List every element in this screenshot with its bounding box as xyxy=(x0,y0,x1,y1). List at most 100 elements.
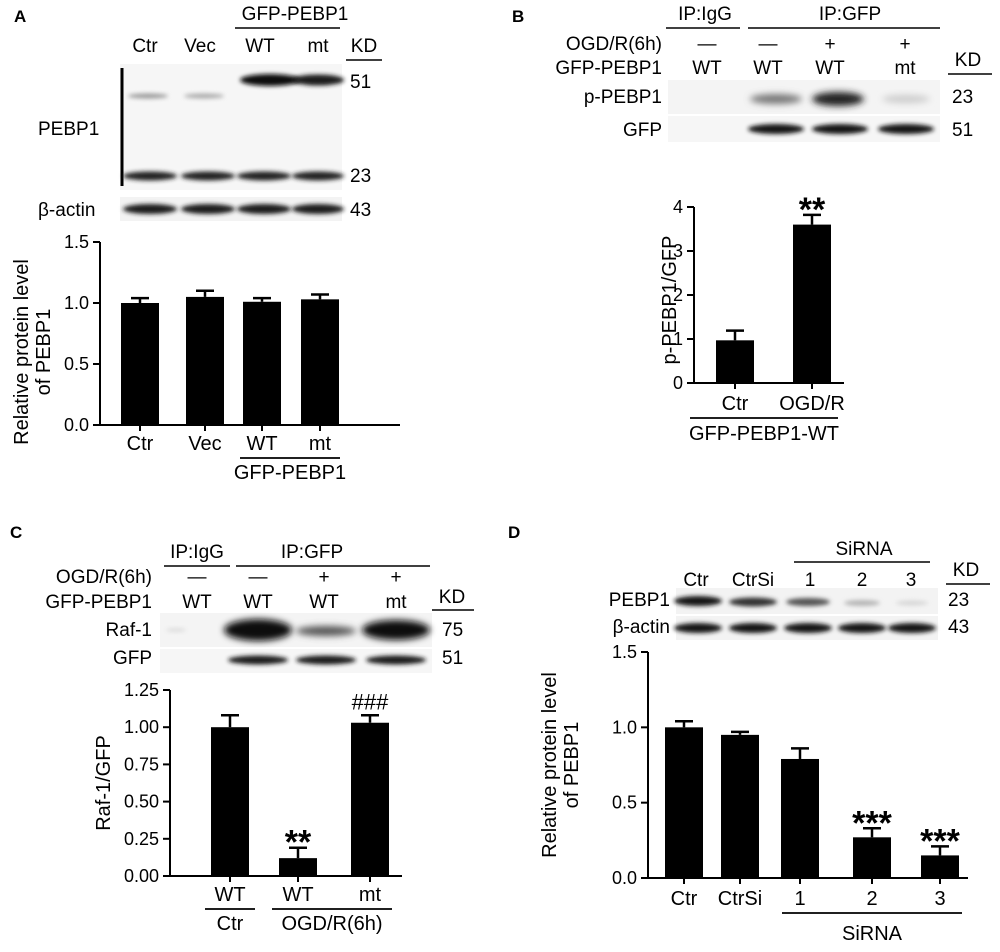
chart-c-y-axis-label: Raf-1/GFP xyxy=(93,735,115,831)
panel-c-construct-label: GFP-PEBP1 xyxy=(45,592,152,613)
panel-b-cond-2: — xyxy=(759,34,778,55)
chart-a-ytick-label: 1.0 xyxy=(64,293,89,313)
chart-d-group-label: SiRNA xyxy=(842,923,903,945)
panel-a-actin-blot xyxy=(120,197,344,221)
chart-a-bar xyxy=(121,303,159,425)
panel-b-cond-1: — xyxy=(698,34,717,55)
panel-a-lane-wt: WT xyxy=(245,36,275,57)
panel-c-cond-4: + xyxy=(390,567,401,588)
chart-c-bar xyxy=(279,858,317,876)
panel-d-lane-2: 2 xyxy=(857,570,868,591)
chart-c-significance-label: ** xyxy=(285,824,312,862)
panel-b: B IP:IgG IP:GFP OGD/R(6h) — — + + GFP-PE… xyxy=(512,4,992,142)
panel-a-kd-header: KD xyxy=(351,36,377,57)
panel-b-construct-4: mt xyxy=(894,58,916,79)
chart-panel-c: 0.00 0.25 0.50 0.75 1.00 1.25 WT WT ** mt ### Ctr OG… xyxy=(93,680,402,935)
chart-d-bar xyxy=(721,734,759,878)
panel-d-kd-23: 23 xyxy=(948,590,969,611)
panel-d-actin-blot xyxy=(674,616,938,640)
panel-b-ppebp1-blot xyxy=(668,80,940,114)
chart-d-category-label: 2 xyxy=(866,888,877,910)
chart-c-group-label: OGD/R(6h) xyxy=(281,913,382,935)
chart-a-y-axis-label: Relative protein levelof PEBP1 xyxy=(11,259,55,445)
panel-b-cond-3: + xyxy=(824,34,835,55)
panel-c-construct-1: WT xyxy=(182,592,212,613)
panel-c-kd-header: KD xyxy=(439,587,465,608)
panel-b-row-gfp: GFP xyxy=(623,120,662,141)
panel-c-raf1-blot xyxy=(160,613,432,647)
panel-a-pebp1-blot xyxy=(120,64,344,190)
chart-b-category-label: Ctr xyxy=(722,393,749,415)
panel-c-cond-3: + xyxy=(318,567,329,588)
panel-b-condition-label: OGD/R(6h) xyxy=(566,34,662,55)
panel-a-group-label: GFP-PEBP1 xyxy=(242,4,349,25)
panel-b-kd-51: 51 xyxy=(952,120,973,141)
chart-c-ytick-label: 0.00 xyxy=(124,866,159,886)
chart-a-bar xyxy=(301,299,339,425)
chart-a-ytick-label: 0.0 xyxy=(64,415,89,435)
chart-d-ytick-label: 1.5 xyxy=(612,642,637,662)
chart-d-significance-label: *** xyxy=(920,822,960,860)
chart-b-ytick-label: 3 xyxy=(673,241,683,261)
chart-b-bar xyxy=(716,340,754,383)
chart-d-bar xyxy=(665,727,703,878)
panel-d-group-label: SiRNA xyxy=(835,539,892,560)
chart-b-y-axis-label: p-PEBP1/GFP xyxy=(659,236,681,365)
panel-a-lane-vec: Vec xyxy=(184,36,216,57)
chart-panel-b: 0 1 2 3 4 Ctr OGD/R ** GFP-PEBP1-WT p-PEBP1/GFP xyxy=(659,191,845,445)
panel-b-construct-3: WT xyxy=(815,58,845,79)
chart-b-group-label: GFP-PEBP1-WT xyxy=(689,423,839,445)
chart-d-category-label: 1 xyxy=(794,888,805,910)
chart-b-ytick-label: 2 xyxy=(673,285,683,305)
panel-a-letter: A xyxy=(14,7,26,26)
chart-a-bar xyxy=(243,301,281,425)
panel-d-lane-1: 1 xyxy=(805,570,816,591)
panel-c-ip-gfp: IP:GFP xyxy=(281,542,343,563)
chart-d-bar xyxy=(781,758,819,878)
chart-panel-a: 0.0 0.5 1.0 1.5 Ctr Vec WT mt GFP-PEBP1 Relative … xyxy=(11,232,400,484)
chart-d-significance-label: *** xyxy=(852,804,892,842)
panel-a-kd-51: 51 xyxy=(350,72,371,93)
chart-c-bar xyxy=(211,727,249,876)
panel-b-construct-2: WT xyxy=(753,58,783,79)
panel-d-letter: D xyxy=(508,523,520,542)
panel-c-construct-4: mt xyxy=(385,592,407,613)
panel-d-kd-header: KD xyxy=(953,560,979,581)
chart-b-ytick-label: 1 xyxy=(673,329,683,349)
chart-d-bar xyxy=(921,855,959,878)
panel-d-lane-3: 3 xyxy=(906,570,917,591)
chart-panel-d: 0.0 0.5 1.0 1.5 Ctr CtrSi 1 2 *** 3 *** SiRNA Relati… xyxy=(539,642,968,945)
chart-c-ytick-label: 1.25 xyxy=(124,680,159,700)
panel-d: D SiRNA Ctr CtrSi 1 2 3 KD PEBP1 23 β-ac… xyxy=(508,523,990,640)
chart-c-category-label: WT xyxy=(214,884,245,906)
chart-a-category-label: WT xyxy=(246,433,277,455)
panel-c-row-raf1: Raf-1 xyxy=(106,620,152,641)
chart-d-y-axis-label: Relative protein levelof PEBP1 xyxy=(539,672,583,858)
panel-c-kd-51: 51 xyxy=(442,648,463,669)
chart-c-bar xyxy=(351,722,389,876)
chart-d-ytick-label: 0.0 xyxy=(612,868,637,888)
chart-c-ytick-label: 0.50 xyxy=(124,792,159,812)
chart-b-ytick-label: 0 xyxy=(673,373,683,393)
panel-c-letter: C xyxy=(10,523,22,542)
panel-d-kd-43: 43 xyxy=(948,617,969,638)
panel-c-construct-2: WT xyxy=(243,592,273,613)
chart-c-category-label: mt xyxy=(359,884,382,906)
chart-c-significance-label: ### xyxy=(352,689,389,714)
chart-a-group-label: GFP-PEBP1 xyxy=(234,462,346,484)
chart-d-ytick-label: 1.0 xyxy=(612,717,637,737)
panel-b-ip-igg: IP:IgG xyxy=(678,4,732,25)
panel-d-lane-ctrsi: CtrSi xyxy=(732,570,774,591)
panel-c-condition-label: OGD/R(6h) xyxy=(56,567,152,588)
panel-c-cond-1: — xyxy=(188,567,207,588)
panel-c-gfp-blot xyxy=(160,649,432,673)
panel-c-ip-igg: IP:IgG xyxy=(170,542,224,563)
panel-c-row-gfp: GFP xyxy=(113,648,152,669)
panel-a-kd-23: 23 xyxy=(350,166,371,187)
panel-c: C IP:IgG IP:GFP OGD/R(6h) — — + + GFP-PE… xyxy=(10,523,474,673)
panel-a-lane-mt: mt xyxy=(307,36,329,57)
chart-d-category-label: Ctr xyxy=(671,888,698,910)
chart-d-ytick-label: 0.5 xyxy=(612,793,637,813)
chart-b-significance-label: ** xyxy=(799,191,826,229)
